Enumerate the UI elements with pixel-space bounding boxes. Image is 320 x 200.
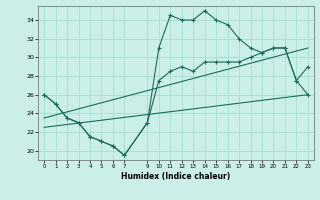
X-axis label: Humidex (Indice chaleur): Humidex (Indice chaleur) — [121, 172, 231, 181]
